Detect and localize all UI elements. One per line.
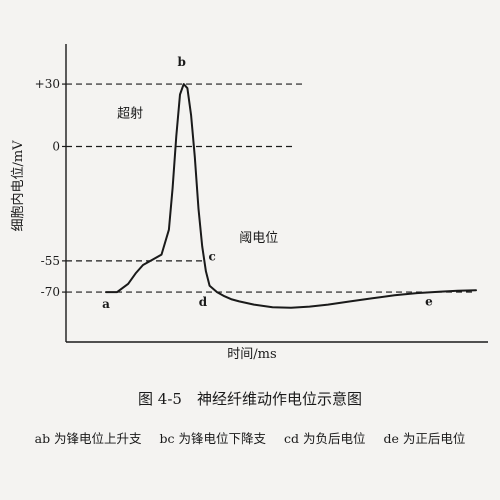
- legend-item-de: de 为正后电位: [383, 431, 466, 446]
- y-axis-label: 细胞内电位/mV: [10, 140, 26, 232]
- annotation-1: 阈电位: [239, 231, 278, 246]
- y-ticks: +30 0 -55 -70: [35, 77, 66, 299]
- figure-legend: ab 为锋电位上升支 bc 为锋电位下降支 cd 为负后电位 de 为正后电位: [0, 428, 500, 447]
- y-tick-label-2: -55: [41, 254, 60, 268]
- point-label-d: d: [199, 295, 208, 309]
- axes: 时间/ms 细胞内电位/mV: [10, 44, 488, 362]
- point-label-a: a: [102, 297, 110, 311]
- y-tick-label-0: +30: [35, 77, 60, 91]
- y-tick-label-3: -70: [41, 285, 60, 299]
- annotation-0: 超射: [117, 105, 143, 121]
- y-tick-label-1: 0: [52, 139, 60, 153]
- point-labels: a b c d e: [102, 55, 433, 311]
- figure-caption: 图 4-5 神经纤维动作电位示意图: [138, 390, 362, 408]
- point-label-b: b: [178, 55, 186, 69]
- point-label-e: e: [425, 295, 433, 309]
- action-potential-line: [105, 83, 477, 309]
- dashed-guides: [66, 83, 472, 293]
- legend-item-cd: cd 为负后电位: [284, 431, 366, 446]
- curve-layer: [105, 83, 477, 309]
- legend-item-ab: ab 为锋电位上升支: [34, 431, 142, 446]
- legend-item-bc: bc 为锋电位下降支: [159, 431, 267, 446]
- point-label-c: c: [209, 249, 216, 263]
- x-axis-label: 时间/ms: [227, 347, 276, 362]
